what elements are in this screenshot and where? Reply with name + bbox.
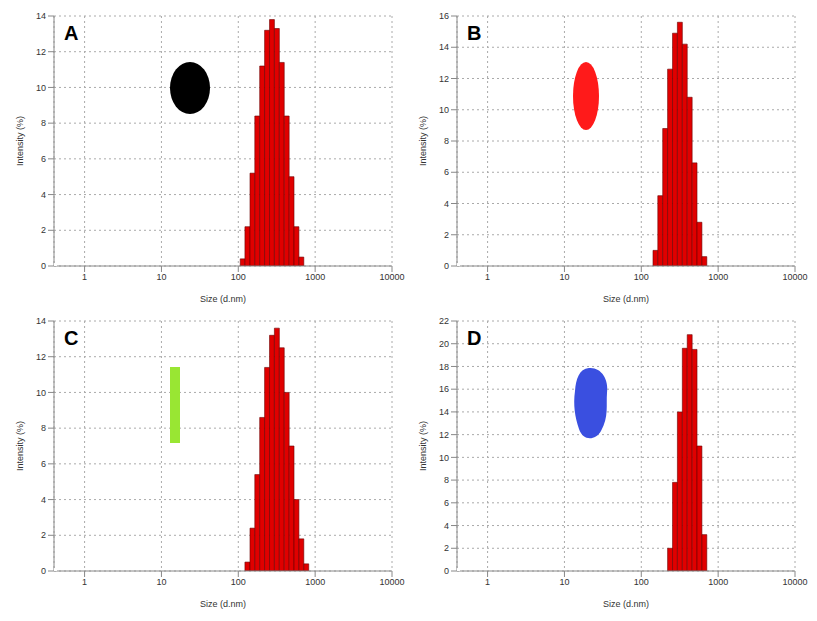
html-text:A: A [64,22,79,44]
svg-text:100: 100 [231,577,246,587]
svg-text:14: 14 [439,42,449,52]
svg-text:1: 1 [82,272,87,282]
svg-text:6: 6 [41,459,46,469]
svg-text:1000: 1000 [708,577,728,587]
svg-text:100: 100 [634,577,649,587]
svg-text:2: 2 [41,530,46,540]
svg-text:16: 16 [439,384,449,394]
svg-text:18: 18 [439,362,449,372]
svg-text:10: 10 [156,577,166,587]
html-text:C: C [64,327,79,349]
svg-text:10000: 10000 [379,577,404,587]
svg-text:Intensity (%): Intensity (%) [15,421,25,471]
svg-text:22: 22 [439,316,449,326]
svg-text:8: 8 [41,118,46,128]
svg-text:Size (d.nm): Size (d.nm) [200,599,246,609]
svg-text:6: 6 [444,167,449,177]
svg-text:12: 12 [439,74,449,84]
html-text:D: D [467,327,482,349]
svg-text:10: 10 [36,388,46,398]
svg-text:10: 10 [559,272,569,282]
svg-text:Intensity (%): Intensity (%) [418,421,428,471]
svg-text:10000: 10000 [782,577,807,587]
svg-text:14: 14 [36,11,46,21]
svg-text:2: 2 [444,230,449,240]
svg-text:12: 12 [439,430,449,440]
svg-text:1: 1 [485,272,490,282]
svg-text:10: 10 [439,453,449,463]
svg-text:10000: 10000 [782,272,807,282]
svg-text:1: 1 [82,577,87,587]
svg-text:0: 0 [41,261,46,271]
svg-text:6: 6 [444,498,449,508]
svg-text:10: 10 [36,83,46,93]
svg-text:Size (d.nm): Size (d.nm) [603,294,649,304]
svg-text:Intensity (%): Intensity (%) [15,116,25,166]
svg-text:10: 10 [439,105,449,115]
svg-text:10: 10 [156,272,166,282]
svg-text:100: 100 [634,272,649,282]
svg-text:4: 4 [41,190,46,200]
svg-text:14: 14 [439,407,449,417]
svg-text:0: 0 [444,566,449,576]
svg-text:10: 10 [559,577,569,587]
svg-text:0: 0 [444,261,449,271]
svg-text:1000: 1000 [708,272,728,282]
svg-text:8: 8 [41,423,46,433]
svg-text:8: 8 [444,136,449,146]
svg-text:4: 4 [444,521,449,531]
html-text:B: B [467,22,482,44]
svg-text:Size (d.nm): Size (d.nm) [603,599,649,609]
svg-text:2: 2 [41,225,46,235]
svg-text:4: 4 [41,495,46,505]
svg-text:0: 0 [41,566,46,576]
svg-text:4: 4 [444,199,449,209]
svg-text:16: 16 [439,11,449,21]
svg-text:1: 1 [485,577,490,587]
svg-text:1000: 1000 [305,272,325,282]
svg-text:12: 12 [36,47,46,57]
svg-text:20: 20 [439,339,449,349]
svg-text:Intensity (%): Intensity (%) [418,116,428,166]
svg-text:2: 2 [444,543,449,553]
svg-text:100: 100 [231,272,246,282]
svg-text:12: 12 [36,352,46,362]
svg-text:6: 6 [41,154,46,164]
svg-text:Size (d.nm): Size (d.nm) [200,294,246,304]
svg-text:1000: 1000 [305,577,325,587]
svg-text:14: 14 [36,316,46,326]
svg-text:10000: 10000 [379,272,404,282]
svg-text:8: 8 [444,475,449,485]
